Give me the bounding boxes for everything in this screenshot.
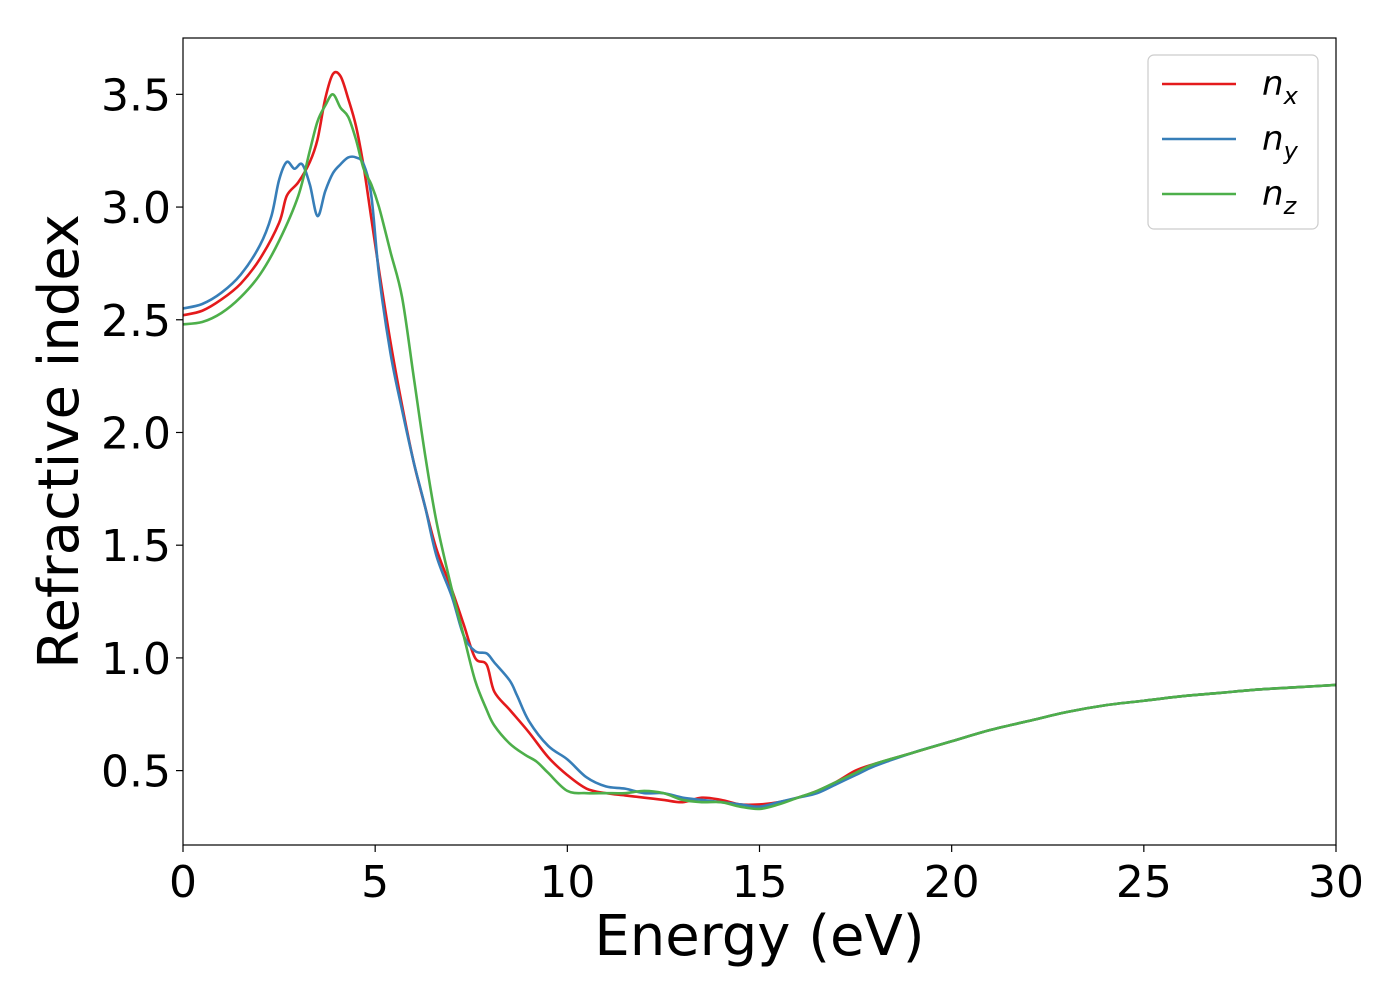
x-tick-label: 20 <box>924 857 980 908</box>
y-axis: 0.5 1.0 1.5 2.0 2.5 3.0 3.5 <box>101 70 183 798</box>
legend: nx ny nz <box>1147 54 1319 230</box>
x-tick-label: 15 <box>732 857 788 908</box>
y-tick-label: 3.0 <box>101 183 171 234</box>
x-tick-label: 25 <box>1116 857 1172 908</box>
x-tick-label: 5 <box>361 857 389 908</box>
y-tick-label: 2.0 <box>101 408 171 459</box>
legend-label-z: nz <box>1262 174 1298 220</box>
legend-label-x: nx <box>1262 64 1299 110</box>
y-tick-label: 1.0 <box>101 634 171 685</box>
plot-lines <box>183 70 1336 811</box>
x-axis-title: Energy (eV) <box>594 904 924 969</box>
x-axis: 0 5 10 15 20 25 30 <box>169 845 1364 908</box>
series-line-z <box>183 93 1336 811</box>
y-axis-title: Refractive index <box>27 214 92 669</box>
x-tick-label: 0 <box>169 857 197 908</box>
series-line-y <box>183 155 1336 809</box>
legend-label-y: ny <box>1262 119 1299 165</box>
y-tick-label: 3.5 <box>101 70 171 121</box>
y-tick-label: 0.5 <box>101 747 171 798</box>
y-tick-label: 1.5 <box>101 521 171 572</box>
x-tick-label: 30 <box>1308 857 1364 908</box>
x-tick-label: 10 <box>539 857 595 908</box>
y-tick-label: 2.5 <box>101 296 171 347</box>
legend-box <box>1147 54 1319 230</box>
